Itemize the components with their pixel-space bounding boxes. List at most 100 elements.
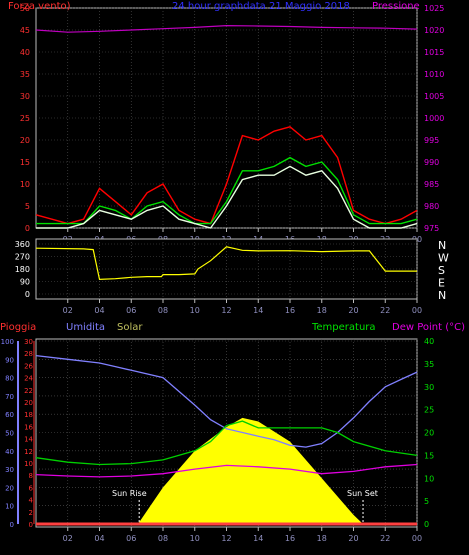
temperature-tick-label: 0 bbox=[424, 520, 429, 529]
panel-3-series bbox=[35, 354, 418, 526]
direction-tick-label: 180 bbox=[15, 265, 30, 274]
direction-tick-label: 360 bbox=[15, 240, 30, 249]
temperature-label: Temperatura bbox=[311, 322, 376, 333]
temperature-tick-label: 5 bbox=[424, 497, 429, 506]
rain-tick-label: 10 bbox=[24, 460, 33, 468]
x-tick-label: 20 bbox=[348, 306, 358, 315]
x-tick-label: 02 bbox=[63, 534, 73, 543]
temperature-tick-label: 20 bbox=[424, 429, 434, 438]
x-tick-label: 12 bbox=[221, 306, 231, 315]
sunset-label: Sun Set bbox=[347, 489, 378, 498]
pressure-axis-label: Pressione bbox=[372, 1, 420, 12]
direction-tick-label: 90 bbox=[20, 278, 30, 287]
compass-label: S bbox=[438, 264, 445, 277]
rain-tick-label: 20 bbox=[24, 399, 33, 407]
x-tick-label: 14 bbox=[253, 306, 263, 315]
x-tick-label: 20 bbox=[348, 534, 358, 543]
wind-tick-label: 20 bbox=[20, 136, 30, 145]
x-tick-label: 08 bbox=[158, 306, 168, 315]
wind-tick-label: 30 bbox=[20, 92, 30, 101]
chart-title: 24 hour graphdata 21 Maggio 2018 bbox=[172, 1, 350, 12]
x-tick-label: 10 bbox=[190, 306, 200, 315]
x-tick-label: 00 bbox=[412, 306, 422, 315]
humidity-tick-label: 30 bbox=[5, 466, 14, 474]
wind-tick-label: 5 bbox=[25, 202, 30, 211]
x-tick-label: 06 bbox=[126, 534, 136, 543]
humidity-tick-label: 50 bbox=[5, 430, 14, 438]
x-tick-label: 16 bbox=[285, 534, 295, 543]
humidity-tick-label: 70 bbox=[5, 393, 14, 401]
humidity-tick-label: 80 bbox=[5, 375, 14, 383]
sunrise-label: Sun Rise bbox=[112, 489, 147, 498]
rain-tick-label: 28 bbox=[24, 350, 33, 358]
humidity-tick-label: 60 bbox=[5, 411, 14, 419]
rain-tick-label: 0 bbox=[29, 521, 33, 529]
compass-label: E bbox=[438, 277, 445, 290]
rain-tick-label: 30 bbox=[24, 338, 33, 346]
humidity-tick-label: 10 bbox=[5, 503, 14, 511]
rain-label: Pioggia bbox=[0, 322, 36, 333]
x-tick-label: 04 bbox=[94, 306, 104, 315]
temperature-tick-label: 25 bbox=[424, 406, 434, 415]
x-tick-label: 04 bbox=[94, 534, 104, 543]
rain-tick-label: 16 bbox=[24, 423, 33, 431]
direction-tick-label: 270 bbox=[15, 253, 30, 262]
rain-tick-label: 4 bbox=[29, 497, 34, 505]
wind-tick-label: 0 bbox=[25, 224, 30, 233]
temperature-tick-label: 40 bbox=[424, 337, 434, 346]
panel-1-series bbox=[35, 24, 418, 229]
pressure-tick-label: 1005 bbox=[424, 92, 444, 101]
humidity-temperature-panel: 0102030405060708090100024681012141618202… bbox=[0, 322, 465, 543]
pressure-tick-label: 1000 bbox=[424, 114, 444, 123]
panel-3-ticks: 0102030405060708090100024681012141618202… bbox=[1, 337, 435, 543]
rain-tick-label: 14 bbox=[24, 436, 33, 444]
rain-tick-label: 12 bbox=[24, 448, 33, 456]
x-tick-label: 22 bbox=[380, 534, 390, 543]
pressure-tick-label: 985 bbox=[424, 180, 439, 189]
rain-tick-label: 6 bbox=[29, 484, 34, 492]
series-line bbox=[35, 24, 418, 33]
compass-label: W bbox=[438, 252, 449, 265]
pressure-tick-label: 1020 bbox=[424, 26, 444, 35]
temperature-tick-label: 35 bbox=[424, 360, 434, 369]
humidity-tick-label: 100 bbox=[1, 338, 14, 346]
x-tick-label: 08 bbox=[158, 534, 168, 543]
series-line bbox=[35, 126, 418, 225]
wind-pressure-panel: 0510152025303540455097598098599099510001… bbox=[8, 1, 444, 244]
wind-tick-label: 45 bbox=[20, 26, 30, 35]
series-line bbox=[35, 354, 418, 448]
series-line bbox=[35, 463, 418, 478]
pressure-tick-label: 980 bbox=[424, 202, 439, 211]
x-tick-label: 22 bbox=[380, 306, 390, 315]
x-tick-label: 12 bbox=[221, 534, 231, 543]
series-line bbox=[35, 420, 418, 466]
pressure-tick-label: 1025 bbox=[424, 4, 444, 13]
temperature-tick-label: 30 bbox=[424, 383, 434, 392]
compass-label: N bbox=[438, 239, 446, 252]
compass-label: N bbox=[438, 289, 446, 302]
x-tick-label: 02 bbox=[63, 306, 73, 315]
rain-tick-label: 24 bbox=[24, 375, 33, 383]
rain-tick-label: 22 bbox=[24, 387, 33, 395]
wind-tick-label: 15 bbox=[20, 158, 30, 167]
rain-tick-label: 26 bbox=[24, 362, 33, 370]
x-tick-label: 06 bbox=[126, 306, 136, 315]
humidity-label: Umidita bbox=[66, 322, 105, 333]
x-tick-label: 00 bbox=[412, 534, 422, 543]
x-tick-label: 14 bbox=[253, 534, 263, 543]
x-tick-label: 18 bbox=[317, 306, 327, 315]
rain-tick-label: 18 bbox=[24, 411, 33, 419]
x-tick-label: 18 bbox=[317, 534, 327, 543]
temperature-tick-label: 10 bbox=[424, 474, 434, 483]
pressure-tick-label: 995 bbox=[424, 136, 439, 145]
rain-tick-label: 8 bbox=[29, 472, 33, 480]
humidity-tick-label: 40 bbox=[5, 448, 14, 456]
pressure-tick-label: 1010 bbox=[424, 70, 444, 79]
wind-tick-label: 25 bbox=[20, 114, 30, 123]
x-tick-label: 10 bbox=[190, 534, 200, 543]
panel-2-series bbox=[35, 246, 417, 281]
series-line bbox=[36, 156, 418, 225]
direction-tick-label: 0 bbox=[25, 290, 30, 299]
